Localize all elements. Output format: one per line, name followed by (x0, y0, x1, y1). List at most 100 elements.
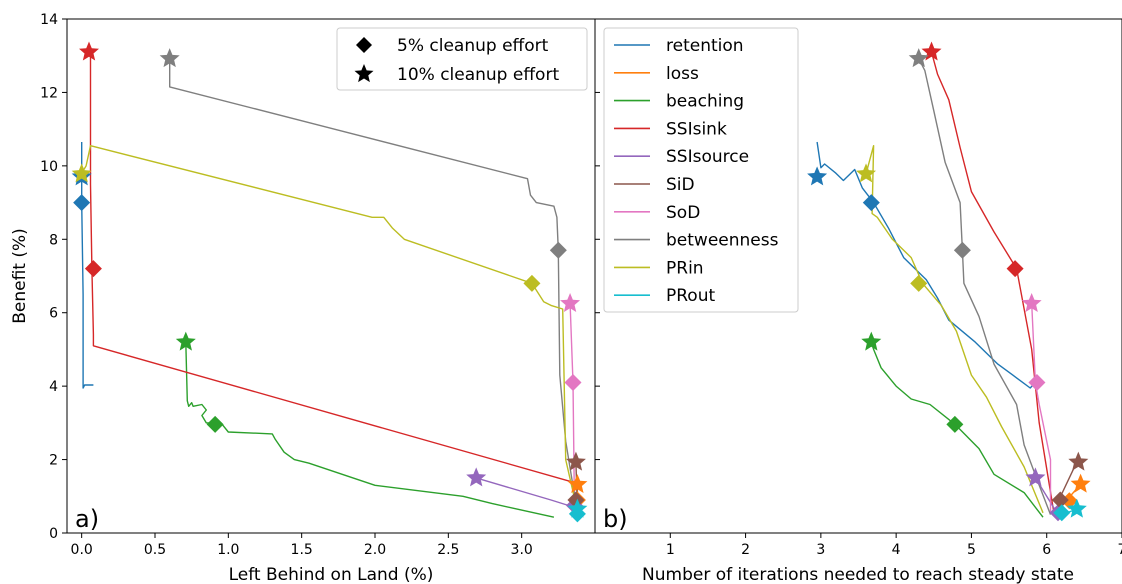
series-ssisource (476, 477, 569, 507)
markers-betweenness (159, 48, 567, 259)
x-tick-label: 1.0 (217, 542, 239, 558)
y-tick-label: 6 (49, 306, 58, 322)
legend-entry-ssisource: SSIsource (666, 147, 749, 167)
legend-entry-betweenness: betweenness (666, 231, 779, 251)
legend-label: 10% cleanup effort (397, 65, 559, 85)
legend-entry-prin: PRin (666, 258, 704, 278)
markers-sid (565, 451, 586, 509)
prin-line (865, 144, 1044, 514)
sod-star-point (560, 293, 581, 313)
x-tick-label: 6 (1042, 542, 1051, 558)
series-retention (80, 142, 94, 389)
markers-betweenness (908, 48, 971, 259)
sod-star-point (1021, 293, 1042, 313)
series-ssisink (89, 52, 578, 485)
retention-star-point (807, 166, 828, 186)
prout-star-point (1066, 498, 1087, 518)
ssisource-line (476, 477, 569, 507)
prin-line (81, 144, 579, 512)
legend-box (336, 27, 588, 91)
y-tick-label: 14 (40, 12, 58, 28)
legend-entry-ssisink: SSIsink (666, 119, 727, 139)
panel-b-plot-area (807, 41, 1091, 522)
ssisink-star-point (79, 41, 99, 61)
legend-entry-retention: retention (666, 36, 744, 56)
series-sod (1031, 303, 1052, 513)
panel-a-x-ticks: 0.0 0.5 1.0 1.5 2.0 2.5 3.0 (71, 533, 533, 558)
x-tick-label: 7 (1118, 542, 1122, 558)
beaching-diamond-point (946, 415, 964, 433)
series-prin (81, 144, 579, 512)
x-tick-label: 0.5 (144, 542, 166, 558)
betweenness-star-point (159, 48, 180, 68)
betweenness-line (168, 58, 577, 504)
betweenness-star-point (908, 48, 929, 68)
prin-star-point (71, 163, 92, 183)
loss-star-point (1070, 473, 1091, 493)
ssisource-star-point (1025, 467, 1046, 487)
panel-a-x-axis-label: Left Behind on Land (%) (229, 565, 434, 584)
x-tick-label: 2 (741, 542, 750, 558)
markers-prin (71, 163, 541, 292)
panel-a-frame (66, 18, 596, 534)
sod-line (1031, 303, 1052, 513)
y-tick-label: 4 (49, 379, 58, 395)
y-tick-label: 0 (49, 526, 58, 542)
y-tick-label: 10 (40, 159, 58, 175)
legend-entry-prout: PRout (666, 286, 715, 306)
beaching-line (870, 341, 1044, 518)
ssisink-line (89, 52, 578, 485)
prin-diamond-point (910, 274, 928, 292)
panel-a-marker-legend: 5% cleanup effort 10% cleanup effort (336, 27, 588, 91)
prin-star-point (856, 163, 877, 183)
legend-entry-loss: loss (666, 64, 699, 84)
prin-diamond-point (523, 274, 541, 292)
beaching-star-point (861, 331, 882, 351)
sid-star-point (1068, 451, 1089, 471)
retention-diamond-point (862, 194, 880, 212)
sod-diamond-point (1028, 373, 1046, 391)
x-tick-label: 5 (967, 542, 976, 558)
y-tick-label: 2 (49, 453, 58, 469)
loss-star-point (567, 474, 588, 494)
x-tick-label: 3 (816, 542, 825, 558)
panel-b: 1 2 3 4 5 6 7 Number of iterations needed to r… (594, 18, 1122, 584)
markers-ssisink (79, 41, 102, 278)
legend-entry-beaching: beaching (666, 92, 744, 112)
x-tick-label: 1 (666, 542, 675, 558)
beaching-line (185, 342, 555, 518)
series-betweenness (918, 58, 1052, 515)
legend-label: 5% cleanup effort (397, 36, 549, 56)
x-tick-label: 4 (892, 542, 901, 558)
sid-diamond-point (1051, 491, 1069, 509)
betweenness-diamond-point (549, 241, 567, 259)
panel-a: 0.0 0.5 1.0 1.5 2.0 2.5 3.0 0 2 4 6 8 10 12 14 Left B… (10, 12, 596, 584)
panel-b-frame (594, 18, 1122, 534)
ssisource-star-point (466, 467, 487, 487)
ssisink-line (930, 51, 1055, 515)
series-beaching (185, 342, 555, 518)
series-retention (816, 141, 1044, 389)
panel-a-label: a) (75, 505, 99, 533)
panel-b-x-ticks: 1 2 3 4 5 6 7 (666, 533, 1122, 558)
x-tick-label: 3.0 (511, 542, 533, 558)
prout-star-point (567, 498, 588, 518)
y-tick-label: 12 (40, 85, 58, 101)
markers-prout (1053, 498, 1087, 522)
sid-diamond-point (567, 491, 585, 509)
legend-star-icon (354, 64, 374, 83)
markers-sod (560, 293, 582, 391)
series-beaching (870, 341, 1044, 518)
panel-b-label: b) (603, 505, 628, 533)
x-tick-label: 1.5 (291, 542, 313, 558)
legend-box (603, 27, 799, 313)
panel-b-series-legend: retention loss beaching SSIsink SSIsource SiD… (603, 27, 799, 313)
x-tick-label: 2.5 (437, 542, 459, 558)
markers-sod (1021, 293, 1046, 391)
markers-beaching (175, 331, 224, 433)
markers-sid (1051, 451, 1089, 509)
prout-diamond-point (1053, 504, 1071, 522)
markers-ssisink (921, 41, 1024, 278)
panel-a-y-axis-label: Benefit (%) (10, 228, 30, 324)
